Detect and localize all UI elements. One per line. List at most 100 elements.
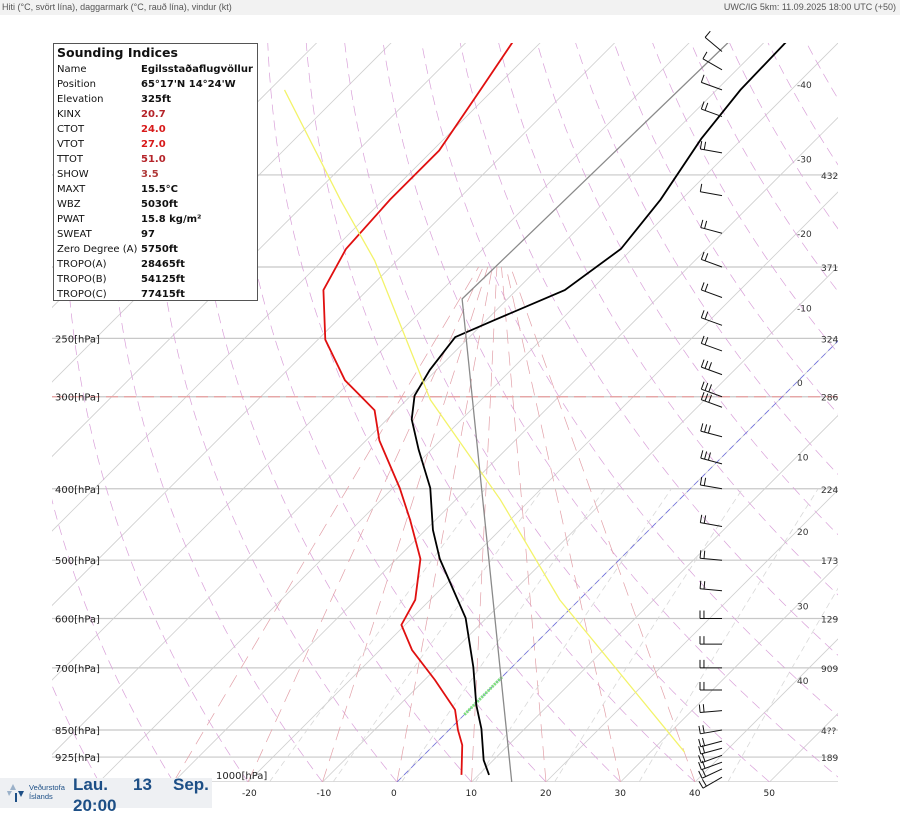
wind-barb-flag [703, 725, 704, 733]
index-row: Zero Degree (A)5750ft [57, 242, 254, 257]
index-value: 24.0 [141, 122, 166, 137]
wind-barb-staff [701, 109, 722, 117]
pressure-label: 925[hPa] [55, 753, 100, 764]
wind-barb-flag [701, 75, 704, 83]
pressure-label: 700[hPa] [55, 664, 100, 675]
isotherm-line [621, 42, 900, 782]
wind-barb-flag [699, 739, 701, 747]
wind-barb-staff [700, 149, 722, 153]
wind-barb [701, 102, 722, 117]
wind-barb-staff [705, 37, 722, 51]
index-key: MAXT [57, 182, 141, 197]
index-value: 97 [141, 227, 155, 242]
temperature-tick-label: -20 [242, 789, 257, 799]
height-label: 432 [821, 172, 838, 182]
index-value: 15.8 kg/m² [141, 212, 201, 227]
series-temperature-line [412, 42, 786, 775]
temperature-tick-label: 0 [391, 789, 397, 799]
index-key: Elevation [57, 92, 141, 107]
wind-barb-staff [703, 777, 722, 788]
wind-barb-flag [699, 746, 701, 754]
wind-barb-flag [704, 551, 705, 559]
wind-barb-flag [705, 31, 710, 37]
wind-barb-flag [705, 451, 707, 459]
wind-barb-flag [700, 184, 701, 192]
height-label: 173 [821, 557, 838, 567]
mixing-ratio-line [555, 489, 743, 782]
wind-barb-flag [700, 141, 701, 149]
wind-barb-flag [705, 253, 708, 261]
dry-adiabat-line [381, 29, 844, 782]
wind-barb-flag [701, 220, 703, 228]
wind-barb-flag [708, 425, 710, 433]
wind-barb-flag [700, 581, 701, 589]
dry-adiabat-line [571, 29, 900, 782]
wind-barb-flag [699, 726, 700, 734]
wind-barb-flag [701, 392, 704, 400]
temperature-tick-label: 10 [466, 789, 478, 799]
index-value: 28465ft [141, 257, 185, 272]
indices-title: Sounding Indices [57, 45, 254, 60]
wind-barb-flag [704, 142, 705, 150]
height-label: 129 [821, 616, 838, 626]
wind-barb [699, 777, 722, 788]
forecast-day: Lau. [73, 774, 133, 795]
wind-barb-flag [702, 769, 705, 776]
wind-barb [700, 550, 722, 560]
wind-barb-staff [701, 259, 722, 267]
wind-barb-flag [705, 361, 708, 369]
wind-barb-flag [701, 336, 704, 344]
wind-barb-flag [699, 705, 700, 713]
index-value: 5030ft [141, 197, 178, 212]
dry-adiabat-line [837, 29, 900, 782]
wind-barb [703, 52, 722, 70]
index-key: TROPO(C) [57, 287, 141, 302]
index-value: 54125ft [141, 272, 185, 287]
wind-barb-flag [705, 103, 708, 111]
wind-barb-staff [701, 400, 722, 408]
wind-barb-flag [701, 382, 704, 390]
wind-barb [699, 704, 722, 712]
wind-barb-flag [701, 282, 704, 290]
mixing-ratio-line [402, 489, 605, 782]
wind-barb-flag [702, 779, 706, 786]
wind-barb [701, 360, 722, 375]
forecast-month: Sep. [173, 774, 209, 795]
index-value: 65°17'N 14°24'W [141, 77, 236, 92]
wind-barb [700, 636, 722, 644]
forecast-date: 13 [133, 774, 173, 795]
forecast-hour: 20:00 [73, 795, 116, 816]
wind-barb-staff [701, 228, 722, 234]
index-row: TROPO(B)54125ft [57, 272, 254, 287]
dry-adiabat-line [495, 29, 900, 782]
dry-adiabat-line [343, 29, 769, 782]
pressure-label: 850[hPa] [55, 726, 100, 737]
wind-barb-flag [709, 395, 712, 403]
wind-barb-staff [701, 343, 722, 351]
index-value: 5750ft [141, 242, 178, 257]
vedurstofa-logo-icon [4, 782, 28, 804]
wind-barb-flag [701, 310, 704, 318]
wind-barb-staff [701, 367, 722, 375]
dry-adiabat-line [723, 29, 900, 782]
wind-barb [701, 252, 722, 267]
wind-barb-flag [705, 424, 707, 432]
wind-barb-flag [703, 704, 704, 712]
isotherm-line [323, 42, 900, 782]
index-key: SHOW [57, 167, 141, 182]
isotherm-label: -20 [797, 230, 812, 240]
wind-barb-staff [700, 711, 722, 713]
wind-barb-flag [705, 284, 708, 292]
wind-barb-flag [704, 478, 705, 486]
wind-barb-flag [705, 221, 707, 229]
wind-barb-flag [701, 423, 703, 431]
index-value: 51.0 [141, 152, 166, 167]
